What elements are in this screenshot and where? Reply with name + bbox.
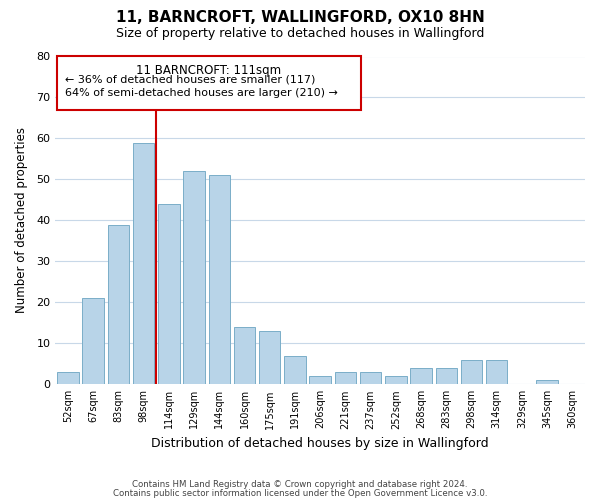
Text: Contains public sector information licensed under the Open Government Licence v3: Contains public sector information licen… xyxy=(113,488,487,498)
Bar xyxy=(82,298,104,384)
Text: 64% of semi-detached houses are larger (210) →: 64% of semi-detached houses are larger (… xyxy=(65,88,338,99)
Bar xyxy=(184,171,205,384)
Bar xyxy=(461,360,482,384)
Bar xyxy=(410,368,432,384)
Bar xyxy=(133,142,154,384)
Bar xyxy=(486,360,508,384)
X-axis label: Distribution of detached houses by size in Wallingford: Distribution of detached houses by size … xyxy=(151,437,489,450)
Bar xyxy=(436,368,457,384)
Bar xyxy=(209,176,230,384)
Text: 11 BARNCROFT: 111sqm: 11 BARNCROFT: 111sqm xyxy=(136,64,281,77)
Bar xyxy=(536,380,558,384)
Bar xyxy=(158,204,179,384)
Bar xyxy=(234,327,255,384)
Text: Contains HM Land Registry data © Crown copyright and database right 2024.: Contains HM Land Registry data © Crown c… xyxy=(132,480,468,489)
Text: 11, BARNCROFT, WALLINGFORD, OX10 8HN: 11, BARNCROFT, WALLINGFORD, OX10 8HN xyxy=(116,10,484,25)
Bar xyxy=(335,372,356,384)
Bar xyxy=(310,376,331,384)
Bar xyxy=(360,372,382,384)
Bar xyxy=(57,372,79,384)
Bar xyxy=(259,331,280,384)
Y-axis label: Number of detached properties: Number of detached properties xyxy=(15,128,28,314)
Text: ← 36% of detached houses are smaller (117): ← 36% of detached houses are smaller (11… xyxy=(65,75,315,85)
Text: Size of property relative to detached houses in Wallingford: Size of property relative to detached ho… xyxy=(116,28,484,40)
Bar xyxy=(385,376,407,384)
FancyBboxPatch shape xyxy=(58,56,361,110)
Bar xyxy=(107,224,129,384)
Bar xyxy=(284,356,305,384)
